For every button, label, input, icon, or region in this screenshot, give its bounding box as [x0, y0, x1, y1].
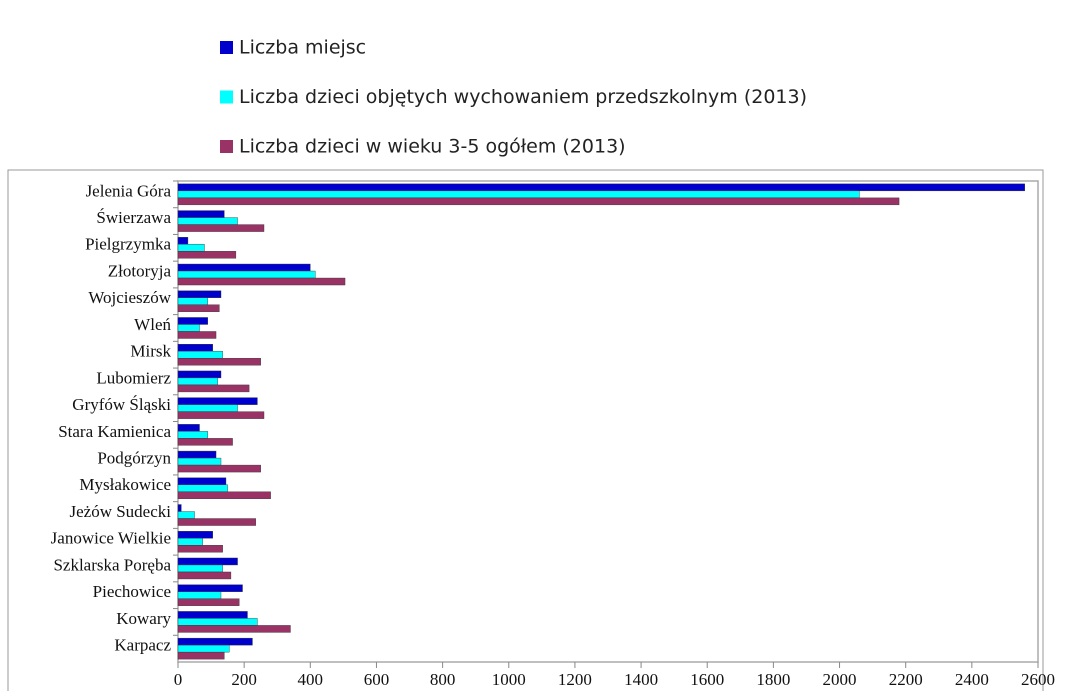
y-tick-label: Lubomierz	[96, 368, 171, 387]
x-tick-label: 2200	[889, 670, 923, 689]
plot-area	[177, 180, 1039, 663]
bar	[177, 197, 900, 206]
x-tick-label: 1600	[690, 670, 724, 689]
legend-label: Liczba miejsc	[239, 37, 366, 59]
bar	[177, 518, 256, 526]
bar	[177, 224, 265, 232]
bar	[177, 625, 291, 633]
bar	[177, 331, 217, 339]
x-tick-label: 1200	[558, 670, 592, 689]
x-tick-label: 800	[430, 670, 456, 689]
y-tick-label: Stara Kamienica	[58, 422, 171, 441]
bar	[177, 464, 261, 473]
bar	[177, 377, 218, 386]
bar	[177, 290, 222, 298]
y-tick-label: Wojcieszów	[88, 288, 171, 307]
chart-frame	[7, 169, 1044, 691]
x-tick-label: 200	[231, 670, 257, 689]
bar	[177, 584, 243, 592]
bar	[177, 404, 238, 412]
y-tick-label: Szklarska Poręba	[53, 555, 171, 574]
x-tick-label: 1400	[624, 670, 658, 689]
bar	[177, 297, 208, 305]
bar	[177, 190, 860, 199]
bar	[177, 244, 205, 252]
y-tick-label: Piechowice	[93, 582, 171, 601]
bar	[177, 237, 189, 245]
x-tick-label: 2600	[1021, 670, 1055, 689]
y-tick-label: Jeżów Sudecki	[69, 502, 171, 521]
bar	[177, 251, 237, 259]
bar	[177, 277, 346, 286]
x-tick-label: 2400	[955, 670, 989, 689]
bar	[177, 370, 222, 379]
bar	[177, 457, 222, 466]
legend-label: Liczba dzieci objętych wychowaniem przed…	[239, 86, 807, 108]
bar	[177, 611, 248, 619]
y-tick-label: Kowary	[116, 609, 171, 628]
y-tick-label: Wleń	[134, 315, 171, 334]
bar	[177, 598, 240, 606]
y-tick-label: Mysłakowice	[79, 475, 171, 494]
bar	[177, 183, 1025, 192]
bar	[177, 538, 204, 546]
bar	[177, 217, 238, 225]
x-tick-label: 400	[298, 670, 324, 689]
y-tick-label: Janowice Wielkie	[51, 529, 171, 548]
bar	[177, 477, 227, 486]
bar	[177, 545, 223, 553]
bar	[177, 511, 195, 519]
x-tick-label: 1800	[756, 670, 790, 689]
legend-label: Liczba dzieci w wieku 3-5 ogółem (2013)	[239, 136, 626, 158]
bar	[177, 591, 222, 599]
bar	[177, 450, 217, 459]
bar	[177, 357, 261, 366]
legend-swatch	[220, 140, 233, 153]
y-tick-label: Mirsk	[130, 342, 171, 361]
bar	[177, 411, 265, 419]
bar	[177, 431, 208, 439]
y-tick-label: Pielgrzymka	[85, 235, 171, 254]
bar	[177, 651, 225, 660]
x-tick-label: 1000	[492, 670, 526, 689]
bar	[177, 637, 253, 646]
y-tick-label: Gryfów Śląski	[72, 395, 171, 414]
legend-swatch	[220, 90, 233, 104]
bar	[177, 491, 271, 500]
y-tick-label: Karpacz	[114, 636, 171, 655]
legend-swatch	[220, 41, 233, 54]
y-tick-label: Złotoryja	[108, 261, 172, 280]
y-tick-label: Świerzawa	[96, 208, 171, 227]
bar	[177, 571, 232, 580]
bar	[177, 557, 238, 566]
x-tick-label: 0	[174, 670, 183, 689]
bar	[177, 350, 223, 359]
bar	[177, 304, 220, 312]
bar	[177, 210, 225, 218]
bar	[177, 343, 213, 352]
y-tick-label: Jelenia Góra	[86, 181, 172, 200]
bar	[177, 263, 311, 272]
bar	[177, 484, 228, 493]
bar	[177, 438, 233, 446]
bar	[177, 644, 230, 653]
x-tick-label: 2000	[823, 670, 857, 689]
bar	[177, 384, 250, 393]
bar	[177, 618, 258, 626]
bar	[177, 531, 213, 539]
y-tick-label: Podgórzyn	[97, 448, 171, 467]
bar	[177, 424, 200, 432]
bar	[177, 270, 316, 279]
bar	[177, 324, 200, 332]
bar	[177, 397, 258, 405]
bar	[177, 504, 182, 512]
x-tick-label: 600	[364, 670, 390, 689]
bar	[177, 564, 223, 573]
bar	[177, 317, 208, 325]
